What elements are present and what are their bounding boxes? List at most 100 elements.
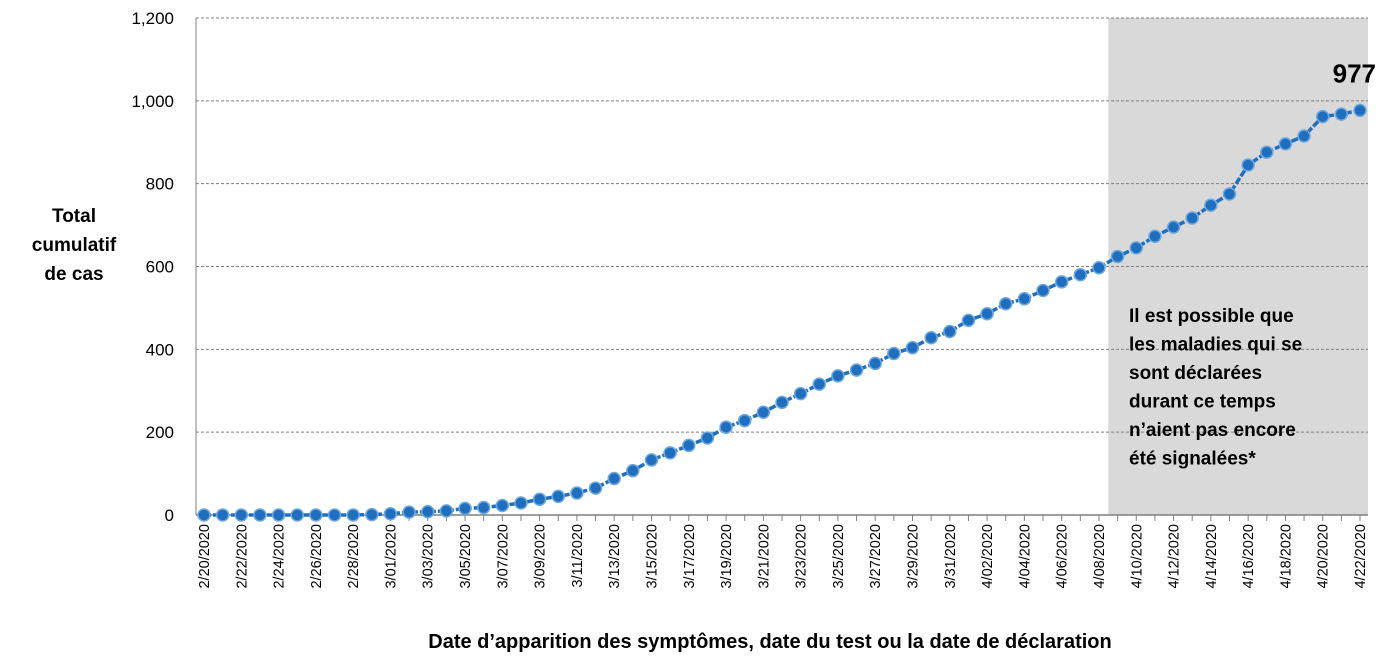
x-tick-label: 3/27/2020 (868, 524, 884, 589)
data-point (234, 508, 249, 522)
data-point (197, 508, 211, 522)
x-tick-label: 3/13/2020 (607, 524, 623, 589)
x-tick-label: 3/15/2020 (644, 524, 660, 589)
x-axis-title: Date d’apparition des symptômes, date du… (428, 631, 1112, 653)
data-point (253, 508, 267, 522)
annotation: Il est possible que (1129, 306, 1294, 327)
x-tick-label: 3/31/2020 (943, 524, 959, 589)
x-tick-label: 2/22/2020 (234, 524, 250, 589)
x-tick-label: 4/16/2020 (1241, 524, 1257, 589)
data-point (793, 386, 808, 401)
data-point (439, 504, 454, 518)
x-tick-label: 4/12/2020 (1167, 524, 1183, 589)
data-point (1092, 260, 1106, 275)
x-tick-label: 4/08/2020 (1092, 524, 1108, 589)
annotation: durant ce temps (1129, 392, 1276, 413)
y-tick-label: 600 (146, 258, 174, 277)
x-tick-label: 3/23/2020 (794, 524, 810, 589)
data-point (1129, 241, 1144, 255)
data-point (1241, 158, 1255, 172)
y-tick-label: 200 (146, 423, 174, 442)
data-point (1353, 103, 1367, 118)
data-point (626, 463, 640, 478)
annotation: été signalées* (1129, 449, 1256, 470)
data-point (868, 356, 882, 371)
x-tick-label: 4/04/2020 (1017, 524, 1033, 589)
data-point (1110, 249, 1125, 264)
data-point (1148, 229, 1162, 244)
x-tick-label: 4/10/2020 (1129, 524, 1145, 589)
data-point (570, 486, 584, 500)
annotation: les maladies qui se (1129, 335, 1302, 356)
data-point (961, 313, 976, 328)
y-tick-label: 400 (146, 340, 174, 359)
data-point (737, 413, 752, 428)
data-point (1297, 129, 1311, 143)
data-point (1036, 283, 1050, 298)
x-tick-label: 4/02/2020 (980, 524, 996, 589)
x-tick-label: 3/11/2020 (570, 524, 586, 587)
data-point (663, 446, 677, 460)
data-point (514, 496, 528, 510)
data-point (532, 492, 547, 507)
y-tick-label: 1,000 (131, 92, 174, 111)
data-point (420, 504, 435, 519)
data-point (682, 438, 696, 453)
data-point (1166, 220, 1181, 234)
y-tick-label: 0 (165, 506, 174, 525)
annotation: n’aient pas encore (1129, 420, 1296, 441)
data-point (1278, 137, 1293, 151)
x-tick-label: 4/22/2020 (1353, 524, 1369, 589)
data-point (924, 330, 938, 345)
x-tick-label: 3/01/2020 (383, 524, 399, 589)
data-label: 977 (1333, 58, 1376, 88)
data-point (588, 481, 603, 495)
x-tick-label: 3/07/2020 (495, 524, 511, 589)
data-point (700, 431, 715, 445)
data-point (719, 420, 733, 434)
data-point (290, 508, 304, 522)
y-axis-title: cumulatif (32, 235, 117, 256)
x-tick-label: 3/17/2020 (682, 524, 698, 589)
data-point (887, 346, 901, 361)
x-tick-label: 3/03/2020 (421, 524, 437, 589)
x-tick-label: 2/20/2020 (197, 524, 213, 589)
data-point (476, 500, 491, 515)
x-tick-label: 2/24/2020 (272, 524, 288, 589)
x-tick-label: 4/18/2020 (1278, 524, 1294, 589)
data-point (775, 395, 789, 410)
data-point (271, 508, 286, 522)
x-tick-label: 3/21/2020 (756, 524, 772, 589)
data-point (402, 505, 416, 519)
y-tick-label: 800 (146, 175, 174, 194)
y-axis-title: Total (52, 206, 96, 227)
data-point (1315, 109, 1330, 124)
data-point (327, 508, 342, 522)
data-point (1204, 198, 1218, 212)
data-point (1222, 187, 1237, 201)
x-tick-label: 4/20/2020 (1316, 524, 1332, 589)
data-point (998, 297, 1013, 311)
x-tick-label: 3/29/2020 (906, 524, 922, 589)
data-point (1073, 268, 1088, 282)
data-point (849, 363, 864, 377)
data-point (831, 369, 845, 383)
annotation: sont déclarées (1129, 363, 1262, 384)
y-axis-title: de cas (44, 264, 103, 285)
x-tick-label: 3/09/2020 (533, 524, 549, 589)
x-tick-label: 3/25/2020 (831, 524, 847, 589)
x-tick-label: 2/26/2020 (309, 524, 325, 589)
data-point (943, 324, 957, 339)
data-point (1054, 275, 1069, 289)
data-point (551, 489, 566, 504)
data-point (1017, 292, 1032, 306)
data-point (346, 508, 360, 522)
x-tick-label: 4/14/2020 (1204, 524, 1220, 589)
x-tick-label: 3/19/2020 (719, 524, 735, 589)
data-point (756, 405, 771, 420)
data-point (215, 508, 230, 522)
data-point (812, 377, 827, 391)
data-point (309, 508, 323, 522)
